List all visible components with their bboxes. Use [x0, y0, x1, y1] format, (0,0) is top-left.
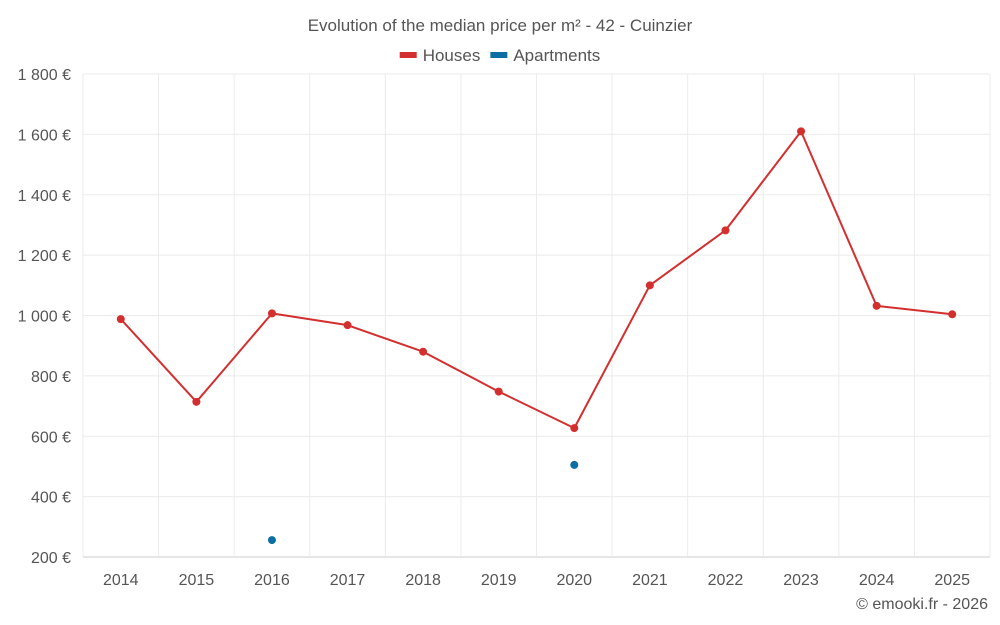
chart-title: Evolution of the median price per m² - 4… [308, 16, 693, 35]
x-tick-label: 2014 [103, 572, 139, 589]
grid [82, 73, 991, 558]
x-tick-label: 2020 [556, 572, 592, 589]
x-tick-label: 2021 [632, 572, 668, 589]
houses-point-2016[interactable] [267, 309, 276, 318]
apartments-point-2020[interactable] [570, 460, 579, 469]
houses-series-line [120, 130, 953, 430]
x-tick-label: 2018 [405, 572, 441, 589]
x-tick-label: 2015 [179, 572, 215, 589]
apartments-point-2016[interactable] [267, 536, 276, 545]
legend-swatch-apartments [490, 52, 508, 58]
houses-point-2017[interactable] [343, 321, 352, 330]
houses-point-2021[interactable] [645, 281, 654, 290]
y-tick-label: 200 € [31, 550, 71, 567]
houses-point-2019[interactable] [494, 387, 503, 396]
x-tick-label: 2024 [859, 572, 895, 589]
houses-point-2023[interactable] [797, 127, 806, 136]
legend-label-houses[interactable]: Houses [423, 46, 481, 65]
x-tick-label: 2025 [934, 572, 970, 589]
y-tick-label: 1 600 € [18, 127, 71, 144]
y-tick-label: 1 400 € [18, 188, 71, 205]
y-tick-label: 1 800 € [18, 67, 71, 84]
x-tick-label: 2016 [254, 572, 290, 589]
legend-swatch-houses [399, 52, 417, 58]
houses-point-2020[interactable] [570, 424, 579, 433]
y-tick-label: 1 200 € [18, 248, 71, 265]
y-axis: 200 € 400 € 600 € 800 € 1 000 € 1 200 € 1 400 … [18, 67, 71, 567]
y-tick-label: 400 € [31, 490, 71, 507]
y-tick-label: 800 € [31, 369, 71, 386]
houses-point-2025[interactable] [948, 310, 957, 319]
houses-point-2024[interactable] [872, 301, 881, 310]
houses-point-2015[interactable] [192, 397, 201, 406]
houses-point-2022[interactable] [721, 226, 730, 235]
legend: Houses Apartments [399, 46, 600, 65]
x-axis: 2014 2015 2016 2017 2018 2019 2020 2021 2022 2023… [103, 572, 970, 589]
x-tick-label: 2023 [783, 572, 819, 589]
x-tick-label: 2017 [330, 572, 366, 589]
y-tick-label: 1 000 € [18, 309, 71, 326]
legend-label-apartments[interactable]: Apartments [513, 46, 600, 65]
y-tick-label: 600 € [31, 429, 71, 446]
x-tick-label: 2022 [708, 572, 744, 589]
credit-text: © emooki.fr - 2026 [856, 596, 988, 613]
houses-point-2018[interactable] [419, 347, 428, 356]
houses-point-2014[interactable] [116, 315, 125, 324]
series-group [116, 127, 957, 545]
x-tick-label: 2019 [481, 572, 517, 589]
